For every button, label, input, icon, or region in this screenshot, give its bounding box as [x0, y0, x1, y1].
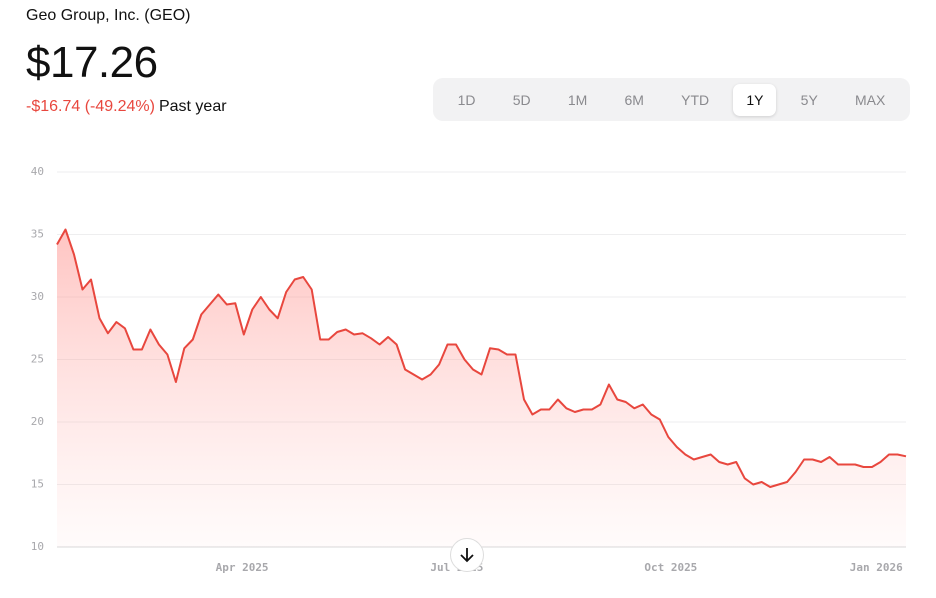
range-button[interactable]: 1M: [567, 91, 588, 108]
range-selector: 1D 5D 1M 6M YTD 1Y 5Y MAX: [433, 78, 910, 121]
y-tick-label: 15: [31, 478, 44, 491]
y-tick-label: 20: [31, 415, 44, 428]
range-button[interactable]: 5D: [512, 91, 531, 108]
area-fill: [57, 229, 906, 547]
x-tick-label: Jan 2026: [850, 561, 903, 574]
y-tick-label: 10: [31, 540, 44, 553]
range-button[interactable]: 1D: [457, 91, 476, 108]
x-tick-label: Oct 2025: [644, 561, 697, 574]
change-row: -$16.74 (-49.24%) Past year: [26, 98, 227, 116]
change: -$16.74 (-49.24%): [26, 98, 155, 115]
arrow-icon: [460, 548, 474, 563]
range-button[interactable]: 5Y: [800, 91, 818, 108]
scroll-down-button[interactable]: [450, 538, 484, 572]
price: $17.26: [26, 38, 158, 87]
range-button[interactable]: MAX: [854, 91, 886, 108]
range-button[interactable]: 1Y: [733, 83, 777, 116]
stock-title: Geo Group, Inc. (GEO): [26, 7, 191, 24]
x-tick-label: Apr 2025: [216, 561, 269, 574]
y-tick-label: 35: [31, 228, 44, 241]
range-button[interactable]: 6M: [624, 91, 644, 108]
range-button[interactable]: YTD: [681, 91, 710, 108]
y-tick-label: 30: [31, 290, 44, 303]
y-tick-label: 25: [31, 353, 44, 366]
price-line: [56, 228, 907, 488]
period: Past year: [158, 98, 227, 115]
y-tick-label: 40: [31, 165, 44, 178]
